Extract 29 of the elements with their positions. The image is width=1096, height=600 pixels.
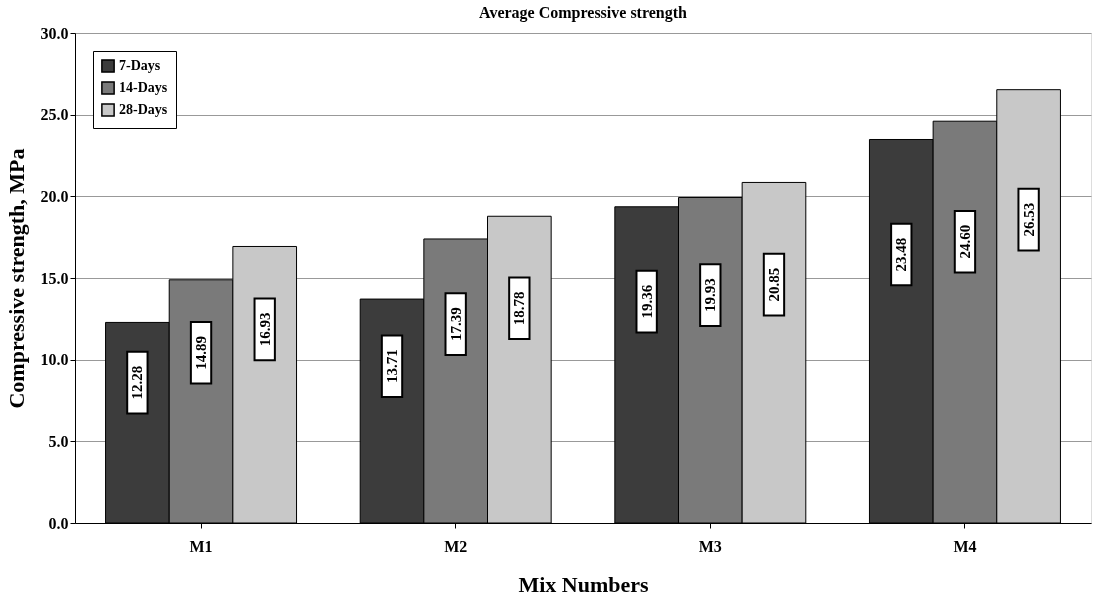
text: 12.28: [129, 365, 146, 400]
y-tick-label: 25.0: [40, 106, 69, 124]
text: 18.78: [511, 291, 528, 326]
text: 16.93: [256, 312, 273, 347]
legend-label: 7-Days: [119, 58, 161, 73]
y-tick-label: 20.0: [40, 187, 69, 205]
y-tick-label: 5.0: [48, 432, 69, 450]
text: 26.53: [1020, 202, 1037, 237]
text: 24.60: [956, 224, 973, 259]
x-tick-label: M1: [189, 537, 213, 555]
text: 19.93: [702, 278, 719, 313]
y-tick-label: 15.0: [40, 269, 69, 287]
legend-label: 14-Days: [119, 80, 168, 95]
y-tick-label: 30.0: [40, 24, 69, 42]
text: 19.36: [638, 284, 655, 319]
x-tick-label: M4: [953, 537, 977, 555]
y-tick-label: 0.0: [48, 514, 69, 532]
x-tick-label: M3: [698, 537, 722, 555]
text: 13.71: [384, 349, 401, 384]
text: 17.39: [447, 307, 464, 342]
legend-label: 28-Days: [119, 102, 168, 117]
y-axis-title: Compressive strength, MPa: [3, 148, 29, 409]
text: 14.89: [193, 335, 210, 370]
chart-title: Average Compressive strength: [479, 4, 688, 22]
text: 20.85: [765, 267, 782, 302]
x-tick-label: M2: [444, 537, 468, 555]
y-tick-label: 10.0: [40, 351, 69, 369]
x-axis-title: Mix Numbers: [518, 571, 650, 597]
text: 23.48: [893, 237, 910, 272]
